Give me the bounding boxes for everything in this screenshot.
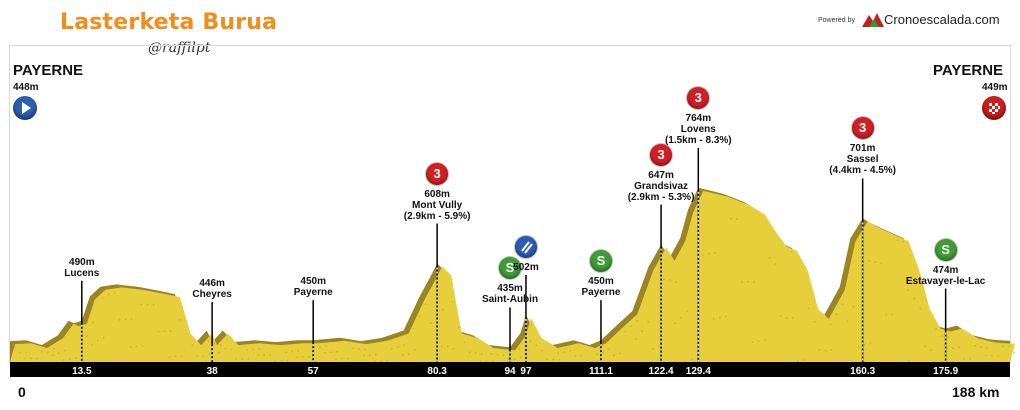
waypoint-altitude: 446m [199, 278, 225, 290]
waypoint-label: 435m Saint-Aubin [482, 283, 538, 305]
category-3-climb-icon: 3 [851, 117, 874, 140]
distance-tick-label: 38 [206, 366, 218, 377]
checkered-flag-icon [982, 96, 1006, 120]
distance-tick-label: 94 [504, 366, 516, 377]
profile-frame [9, 45, 1011, 363]
start-altitude: 448m [13, 82, 39, 93]
mountains-logo-icon[interactable] [862, 11, 884, 27]
waypoint-altitude: 450m [588, 276, 614, 288]
sprint-icon: S [589, 250, 612, 273]
waypoint-altitude: 764m [685, 112, 712, 124]
sprint-icon: S [934, 238, 957, 261]
distance-tick-label: 129.4 [685, 366, 711, 377]
finish-city: PAYERNE [933, 62, 1004, 79]
distance-tick-label: 97 [520, 366, 532, 377]
waypoint-altitude: 490m [69, 256, 95, 268]
waypoint-climb-stats: (2.9km - 5.9%) [403, 210, 471, 222]
waypoint-label: 608m Mont Vully (2.9km - 5.9%) [404, 189, 471, 222]
waypoint-label: 450m Payerne [581, 276, 620, 298]
waypoint-name: Lovens [680, 123, 716, 135]
distance-tick-label: 80.3 [427, 366, 447, 377]
waypoint-name: Sassel [846, 154, 879, 166]
waypoint-altitude: 435m [497, 283, 523, 295]
sprint-icon: S [499, 257, 521, 280]
distance-tick-label: 160.3 [850, 366, 876, 377]
waypoint-altitude: 647m [648, 169, 674, 181]
waypoint-name: Grandsivaz [634, 180, 689, 192]
waypoint-altitude: 450m [300, 276, 326, 288]
waypoint-altitude: 474m [932, 264, 959, 276]
axis-end-label: 188 km [952, 384, 1000, 400]
distance-axis-bar [10, 362, 1010, 377]
powered-by-label: Powered by [818, 17, 855, 24]
waypoint-label: 490m Lucens [64, 257, 99, 279]
waypoint-altitude: 701m [849, 143, 876, 155]
waypoint-name: Mont Vully [412, 199, 463, 211]
waypoint-label: 446m Cheyres [192, 278, 231, 300]
waypoint-climb-stats: (1.5km - 8.3%) [664, 134, 732, 146]
waypoint-name: Payerne [581, 287, 621, 299]
waypoint-altitude: 502m [513, 261, 539, 273]
play-icon [13, 96, 37, 120]
special-point-icon [514, 235, 537, 258]
waypoint-label: 764m Lovens (1.5km - 8.3%) [665, 113, 732, 146]
axis-start-label: 0 [18, 384, 26, 400]
terrain-texture [14, 217, 1015, 363]
waypoint-altitude: 608m [424, 188, 450, 200]
waypoint-label: 450m Payerne [294, 276, 333, 298]
waypoint-label: 474m Estavayer-le-Lac [906, 265, 986, 287]
distance-tick-label: 175.9 [933, 366, 959, 377]
finish-altitude: 449m [982, 82, 1008, 93]
waypoint-climb-stats: (2.9km - 5.3%) [627, 191, 695, 203]
terrain-area [10, 190, 1015, 362]
distance-tick-label: 122.4 [648, 366, 674, 377]
waypoint-label: 647m Grandsivaz (2.9km - 5.3%) [628, 170, 695, 203]
waypoint-climb-stats: (4.4km - 4.5%) [829, 165, 897, 177]
distance-tick-label: 111.1 [588, 366, 613, 377]
category-3-climb-icon: 3 [650, 143, 673, 166]
page-subtitle: @raffilpt [148, 40, 211, 56]
waypoint-label: 502m [513, 262, 539, 273]
distance-tick-label: 13.5 [72, 366, 92, 377]
waypoint-name: Payerne [293, 287, 333, 299]
brand-link[interactable]: Cronoescalada.com [884, 12, 1000, 27]
waypoint-name: Estavayer-le-Lac [905, 275, 986, 287]
page-title: Lasterketa Burua [60, 10, 278, 35]
waypoint-name: Lucens [64, 267, 100, 279]
category-3-climb-icon: 3 [687, 86, 710, 109]
waypoint-name: Cheyres [192, 289, 232, 301]
waypoint-label: 701m Sassel (4.4km - 4.5%) [829, 143, 896, 176]
distance-tick-label: 57 [307, 366, 319, 377]
waypoint-name: Saint-Aubin [481, 294, 539, 306]
start-city: PAYERNE [13, 62, 84, 79]
category-3-climb-icon: 3 [426, 162, 449, 185]
